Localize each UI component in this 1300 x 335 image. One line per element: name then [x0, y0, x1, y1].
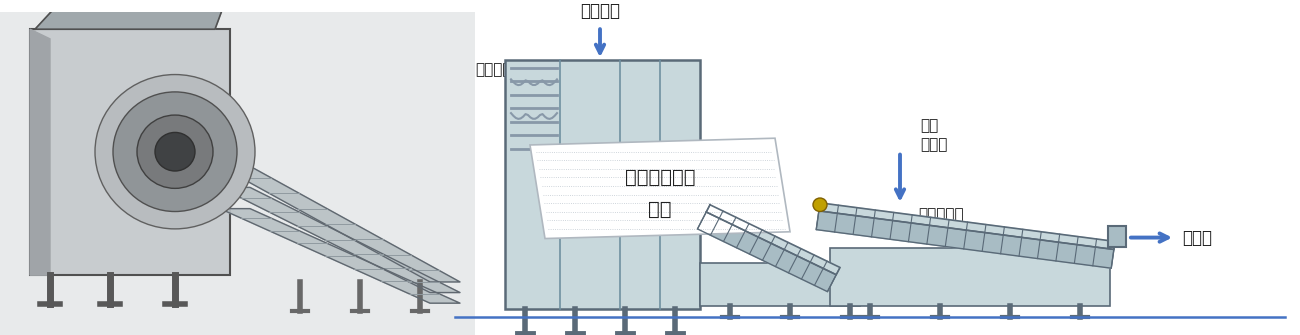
Polygon shape — [30, 29, 49, 275]
Polygon shape — [819, 203, 1115, 250]
Text: ワーキング: ワーキング — [918, 207, 963, 222]
Polygon shape — [220, 209, 460, 303]
Polygon shape — [530, 138, 790, 239]
FancyBboxPatch shape — [0, 12, 474, 335]
FancyBboxPatch shape — [504, 60, 699, 309]
FancyBboxPatch shape — [699, 263, 861, 306]
Circle shape — [155, 132, 195, 171]
Polygon shape — [220, 166, 460, 282]
Text: クリーム: クリーム — [580, 2, 620, 19]
Polygon shape — [220, 187, 460, 292]
Polygon shape — [816, 211, 1114, 268]
FancyBboxPatch shape — [1108, 226, 1126, 247]
Text: 水洗: 水洗 — [649, 200, 672, 219]
FancyBboxPatch shape — [30, 29, 230, 275]
FancyBboxPatch shape — [829, 248, 1110, 306]
Circle shape — [95, 75, 255, 229]
Polygon shape — [698, 212, 836, 292]
Text: 塩・水: 塩・水 — [920, 137, 948, 152]
Circle shape — [812, 198, 827, 211]
Text: チャーニング: チャーニング — [474, 62, 530, 77]
Polygon shape — [35, 2, 225, 29]
Text: 加塩: 加塩 — [920, 118, 939, 133]
Text: チャーニング: チャーニング — [625, 168, 696, 187]
Circle shape — [113, 92, 237, 211]
Text: バター: バター — [1182, 228, 1212, 247]
Circle shape — [136, 115, 213, 188]
Polygon shape — [706, 205, 840, 275]
